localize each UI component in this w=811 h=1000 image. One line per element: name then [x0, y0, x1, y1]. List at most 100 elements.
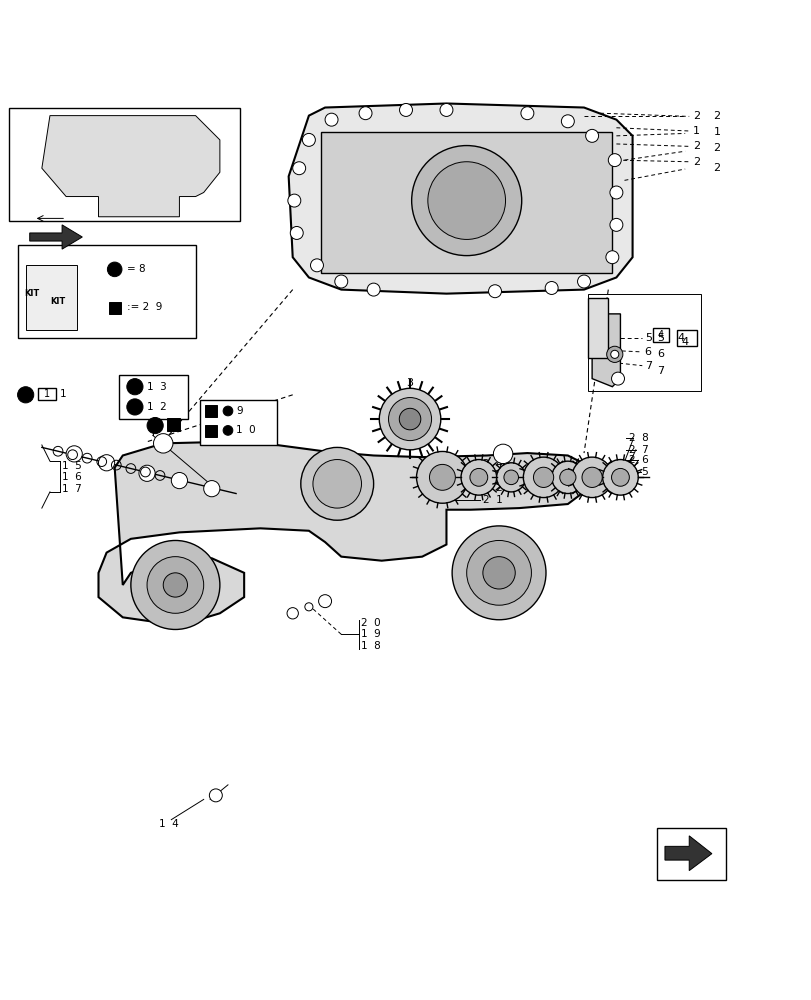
- Text: 5: 5: [656, 333, 663, 343]
- Circle shape: [66, 446, 82, 462]
- Circle shape: [521, 107, 533, 120]
- Bar: [167, 418, 180, 431]
- Circle shape: [607, 154, 620, 167]
- Text: 4: 4: [680, 337, 688, 347]
- Circle shape: [98, 455, 114, 471]
- Bar: [18, 245, 195, 338]
- Circle shape: [379, 388, 440, 450]
- Bar: [109, 302, 121, 314]
- Circle shape: [118, 148, 135, 164]
- Text: 6: 6: [656, 349, 663, 359]
- Circle shape: [399, 408, 420, 430]
- Circle shape: [287, 194, 300, 207]
- Circle shape: [324, 113, 337, 126]
- Polygon shape: [30, 225, 82, 249]
- Text: 2  3: 2 3: [483, 471, 502, 481]
- Text: 3: 3: [406, 378, 413, 388]
- Bar: [320, 132, 611, 273]
- Bar: [676, 330, 697, 346]
- Circle shape: [147, 557, 204, 613]
- Circle shape: [523, 457, 563, 498]
- Text: 1  0: 1 0: [236, 425, 255, 435]
- Circle shape: [577, 275, 590, 288]
- Text: 2  6: 2 6: [628, 455, 647, 465]
- Circle shape: [488, 285, 501, 298]
- Circle shape: [533, 467, 553, 487]
- Text: 2: 2: [713, 143, 719, 153]
- Circle shape: [611, 372, 624, 385]
- Circle shape: [440, 103, 453, 116]
- Circle shape: [559, 469, 575, 485]
- Circle shape: [399, 103, 412, 116]
- Circle shape: [131, 540, 220, 629]
- Bar: [656, 828, 725, 880]
- Circle shape: [127, 379, 143, 395]
- Bar: [10, 108, 240, 221]
- Circle shape: [609, 218, 622, 231]
- Text: 1: 1: [713, 127, 719, 137]
- Circle shape: [312, 460, 361, 508]
- Text: 7: 7: [656, 366, 663, 376]
- Text: 2  4: 2 4: [483, 459, 502, 469]
- Bar: [204, 425, 217, 437]
- Circle shape: [287, 608, 298, 619]
- Text: 2  5: 2 5: [628, 467, 647, 477]
- Circle shape: [127, 399, 143, 415]
- Text: 1  4: 1 4: [159, 819, 178, 829]
- Text: 1  5: 1 5: [62, 461, 82, 471]
- Text: = 8: = 8: [127, 264, 145, 274]
- Circle shape: [18, 387, 34, 403]
- Bar: [587, 298, 607, 358]
- Text: 6: 6: [644, 347, 651, 357]
- Text: 4: 4: [657, 330, 663, 340]
- Text: 1: 1: [44, 389, 49, 399]
- Text: 2  1: 2 1: [483, 495, 502, 505]
- Text: KIT: KIT: [50, 297, 66, 306]
- Circle shape: [585, 129, 598, 142]
- Circle shape: [223, 406, 233, 416]
- Circle shape: [334, 275, 347, 288]
- Circle shape: [571, 457, 611, 498]
- Bar: [38, 388, 55, 400]
- Text: 4: 4: [676, 333, 684, 343]
- Text: 2: 2: [693, 141, 700, 151]
- Circle shape: [496, 463, 525, 492]
- Text: 5: 5: [644, 333, 651, 343]
- Circle shape: [551, 461, 583, 494]
- Bar: [151, 155, 200, 170]
- Circle shape: [605, 251, 618, 264]
- Circle shape: [429, 464, 455, 490]
- Circle shape: [367, 283, 380, 296]
- Circle shape: [171, 472, 187, 489]
- Circle shape: [602, 460, 637, 495]
- Circle shape: [290, 226, 303, 239]
- Circle shape: [416, 451, 468, 503]
- Bar: [26, 265, 77, 330]
- Circle shape: [610, 350, 618, 358]
- Circle shape: [388, 398, 431, 441]
- Polygon shape: [98, 442, 583, 625]
- Circle shape: [483, 557, 515, 589]
- Text: 7: 7: [644, 361, 651, 371]
- Text: 1  8: 1 8: [361, 641, 381, 651]
- Text: 2  0: 2 0: [361, 618, 380, 628]
- Circle shape: [223, 426, 233, 435]
- Bar: [652, 328, 668, 342]
- Text: 2: 2: [713, 111, 719, 121]
- Text: 1  6: 1 6: [62, 472, 82, 482]
- Circle shape: [470, 468, 487, 486]
- Polygon shape: [591, 314, 620, 387]
- Text: 2  8: 2 8: [628, 433, 647, 443]
- Circle shape: [581, 467, 602, 487]
- Polygon shape: [42, 116, 220, 217]
- Circle shape: [611, 468, 629, 486]
- Bar: [118, 375, 187, 419]
- Circle shape: [461, 460, 496, 495]
- Text: 1  9: 1 9: [361, 629, 381, 639]
- Text: 1  7: 1 7: [62, 484, 82, 494]
- Circle shape: [452, 526, 545, 620]
- Circle shape: [493, 444, 513, 464]
- Circle shape: [411, 146, 521, 256]
- Text: := 2  9: := 2 9: [127, 302, 162, 312]
- Circle shape: [147, 417, 163, 434]
